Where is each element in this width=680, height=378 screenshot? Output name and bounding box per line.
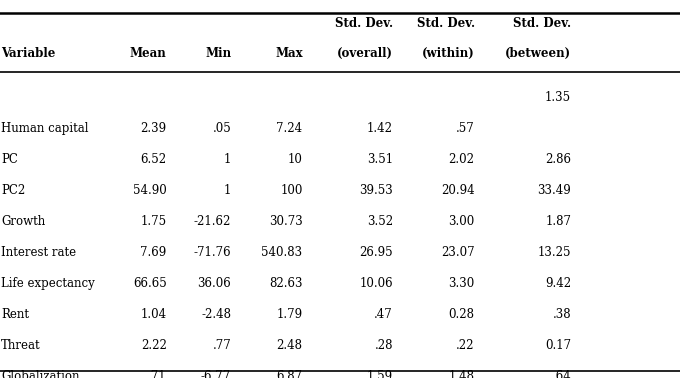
Text: -21.62: -21.62 (194, 215, 231, 228)
Text: Growth: Growth (1, 215, 46, 228)
Text: 1: 1 (224, 153, 231, 166)
Text: -71.76: -71.76 (194, 246, 231, 259)
Text: 66.65: 66.65 (133, 277, 167, 290)
Text: 39.53: 39.53 (359, 184, 393, 197)
Text: Std. Dev.: Std. Dev. (513, 17, 571, 30)
Text: 2.02: 2.02 (449, 153, 475, 166)
Text: 10.06: 10.06 (360, 277, 393, 290)
Text: Rent: Rent (1, 308, 29, 321)
Text: 6.87: 6.87 (277, 370, 303, 378)
Text: -2.48: -2.48 (201, 308, 231, 321)
Text: 2.48: 2.48 (277, 339, 303, 352)
Text: 7.69: 7.69 (140, 246, 167, 259)
Text: Max: Max (275, 47, 303, 60)
Text: 1.48: 1.48 (449, 370, 475, 378)
Text: .64: .64 (552, 370, 571, 378)
Text: (within): (within) (422, 47, 475, 60)
Text: Threat: Threat (1, 339, 41, 352)
Text: 1: 1 (224, 184, 231, 197)
Text: Interest rate: Interest rate (1, 246, 76, 259)
Text: .22: .22 (456, 339, 475, 352)
Text: .77: .77 (212, 339, 231, 352)
Text: 20.94: 20.94 (441, 184, 475, 197)
Text: Human capital: Human capital (1, 122, 89, 135)
Text: 23.07: 23.07 (441, 246, 475, 259)
Text: PC: PC (1, 153, 18, 166)
Text: 33.49: 33.49 (537, 184, 571, 197)
Text: .57: .57 (456, 122, 475, 135)
Text: 1.79: 1.79 (277, 308, 303, 321)
Text: 0.28: 0.28 (449, 308, 475, 321)
Text: .47: .47 (374, 308, 393, 321)
Text: 6.52: 6.52 (141, 153, 167, 166)
Text: 2.39: 2.39 (141, 122, 167, 135)
Text: 7.24: 7.24 (277, 122, 303, 135)
Text: Min: Min (205, 47, 231, 60)
Text: 1.42: 1.42 (367, 122, 393, 135)
Text: 36.06: 36.06 (197, 277, 231, 290)
Text: Std. Dev.: Std. Dev. (335, 17, 393, 30)
Text: -6.77: -6.77 (201, 370, 231, 378)
Text: (between): (between) (505, 47, 571, 60)
Text: 13.25: 13.25 (538, 246, 571, 259)
Text: 2.86: 2.86 (545, 153, 571, 166)
Text: 9.42: 9.42 (545, 277, 571, 290)
Text: 0.17: 0.17 (545, 339, 571, 352)
Text: 1.59: 1.59 (367, 370, 393, 378)
Text: 26.95: 26.95 (360, 246, 393, 259)
Text: 3.30: 3.30 (448, 277, 475, 290)
Text: Variable: Variable (1, 47, 56, 60)
Text: 30.73: 30.73 (269, 215, 303, 228)
Text: 1.35: 1.35 (545, 91, 571, 104)
Text: 100: 100 (280, 184, 303, 197)
Text: 2.22: 2.22 (141, 339, 167, 352)
Text: 1.04: 1.04 (141, 308, 167, 321)
Text: 3.51: 3.51 (367, 153, 393, 166)
Text: 82.63: 82.63 (269, 277, 303, 290)
Text: Std. Dev.: Std. Dev. (417, 17, 475, 30)
Text: .28: .28 (375, 339, 393, 352)
Text: 10: 10 (288, 153, 303, 166)
Text: 540.83: 540.83 (262, 246, 303, 259)
Text: PC2: PC2 (1, 184, 26, 197)
Text: Globalization: Globalization (1, 370, 80, 378)
Text: .71: .71 (148, 370, 167, 378)
Text: (overall): (overall) (337, 47, 393, 60)
Text: Life expectancy: Life expectancy (1, 277, 95, 290)
Text: 3.00: 3.00 (448, 215, 475, 228)
Text: 1.87: 1.87 (545, 215, 571, 228)
Text: 54.90: 54.90 (133, 184, 167, 197)
Text: 3.52: 3.52 (367, 215, 393, 228)
Text: .38: .38 (553, 308, 571, 321)
Text: .05: .05 (212, 122, 231, 135)
Text: 1.75: 1.75 (141, 215, 167, 228)
Text: Mean: Mean (130, 47, 167, 60)
